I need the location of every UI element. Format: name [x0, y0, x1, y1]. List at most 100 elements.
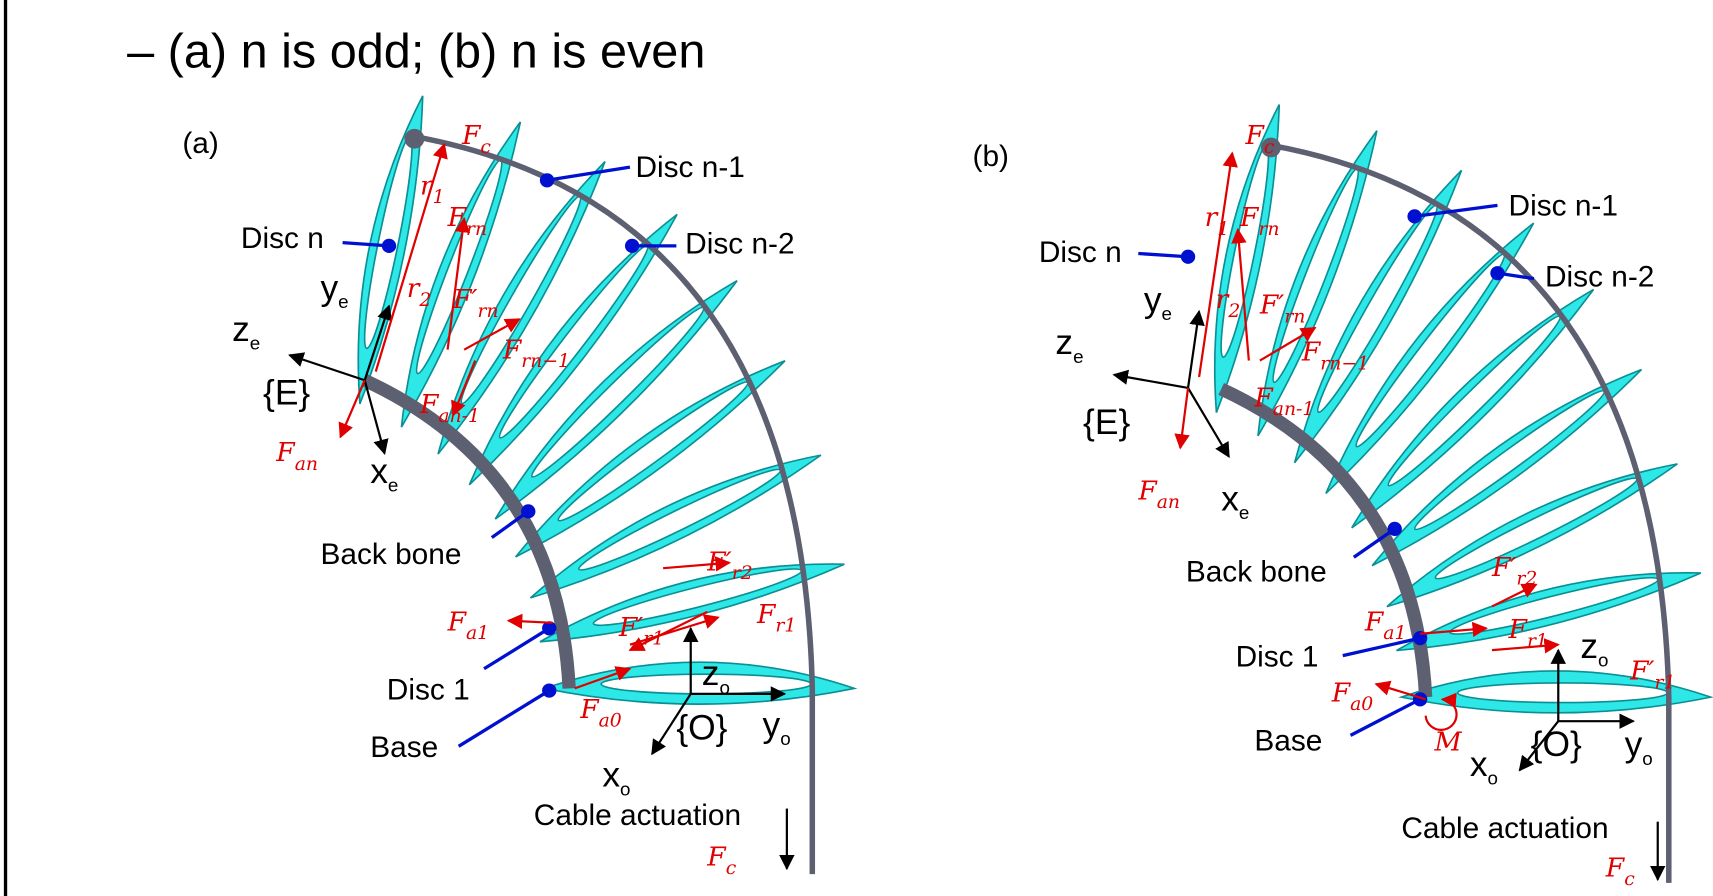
symbol-main: y [1625, 725, 1643, 764]
force-label: Fc [1605, 853, 1635, 890]
symbol-subscript: o [1598, 650, 1608, 671]
symbol-subscript: c [1264, 137, 1275, 158]
symbol-main: F [1364, 608, 1385, 638]
symbol-main: F [1605, 853, 1626, 883]
symbol-subscript: an [1157, 492, 1180, 513]
symbol-main: x [1470, 745, 1488, 784]
base-label: Base [1254, 725, 1322, 758]
symbol-subscript: o [620, 779, 630, 800]
symbol-main: F [447, 608, 468, 638]
symbol-main: F [502, 336, 523, 366]
symbol-subscript: e [338, 291, 348, 312]
symbol-subscript: c [480, 137, 491, 158]
force-label: r2 [407, 274, 432, 311]
frame-label: {O} [676, 709, 727, 748]
symbol-main: z [1055, 323, 1073, 362]
symbol-subscript: o [719, 677, 729, 698]
symbol-main: F [419, 390, 440, 420]
disc-label: Disc 1 [1236, 641, 1319, 674]
symbol-subscript: e [1162, 303, 1172, 324]
symbol-main: F′ [1259, 291, 1284, 321]
symbol-main: z [702, 654, 720, 693]
symbol-main: z [232, 310, 250, 349]
disc-label: Disc n-1 [635, 151, 744, 184]
symbol-main: F [1245, 121, 1266, 151]
symbol-subscript: rn−1 [1320, 353, 1369, 374]
symbol-main: x [370, 452, 388, 491]
force-label: Fa0 [1331, 679, 1374, 716]
force-label: Fa1 [1364, 608, 1407, 645]
panel-label: (b) [973, 140, 1009, 173]
disc-label: Disc n [1039, 236, 1122, 269]
disc-label: Disc n-2 [1545, 260, 1654, 293]
backbone-label: Back bone [1186, 555, 1327, 588]
symbol-subscript: rn [466, 219, 487, 240]
disc-label: Disc n-2 [685, 228, 794, 261]
symbol-subscript: an-1 [438, 406, 480, 427]
symbol-subscript: rn−1 [521, 351, 570, 372]
axis-label: xe [1221, 479, 1249, 523]
symbol-subscript: e [1239, 502, 1249, 523]
axis-label: ye [1144, 281, 1172, 325]
panel-label: (a) [182, 127, 218, 160]
symbol-main: F [706, 843, 727, 873]
symbol-subscript: a0 [1350, 694, 1373, 715]
symbol-subscript: o [780, 728, 790, 749]
cable-end [404, 129, 424, 149]
symbol-subscript: rn [1284, 306, 1305, 327]
symbol-main: y [1144, 281, 1162, 320]
force-label: Fa0 [579, 695, 622, 732]
disc-label: Disc 1 [387, 673, 470, 706]
slide: – (a) n is odd; (b) n is even (a) Disc n… [0, 0, 1713, 896]
force-label: r1 [1205, 203, 1230, 240]
axis-label: xe [370, 452, 398, 496]
symbol-main: F′ [618, 613, 643, 643]
axis-label: ye [320, 269, 348, 313]
symbol-main: F [1301, 338, 1322, 368]
force-label: Fan [1137, 476, 1180, 513]
force-label: r1 [420, 172, 445, 209]
symbol-main: F′ [452, 285, 477, 315]
symbol-subscript: 2 [1227, 301, 1240, 322]
symbol-main: F′ [1629, 657, 1654, 687]
symbol-main: F [1331, 679, 1352, 709]
symbol-subscript: a1 [466, 623, 489, 644]
symbol-subscript: rn [1258, 219, 1279, 240]
axis-label: yo [763, 706, 791, 750]
disc-label: Disc n [241, 222, 324, 255]
force-label: Fc [706, 843, 736, 880]
symbol-main: y [320, 269, 338, 308]
symbol-subscript: r1 [1527, 631, 1548, 652]
symbol-main: F [1253, 384, 1274, 414]
arm-drawing [1195, 100, 1711, 883]
symbol-main: x [602, 756, 620, 795]
frame-label: {O} [1531, 725, 1582, 764]
base-label: Base [370, 731, 438, 764]
force-label: Fan [275, 438, 318, 475]
force-label: Fr1 [756, 600, 796, 637]
axis-label: ze [232, 310, 260, 354]
symbol-subscript: e [1073, 346, 1083, 367]
axis-label: zo [1580, 627, 1608, 671]
symbol-subscript: c [1624, 869, 1635, 890]
symbol-subscript: r2 [732, 563, 753, 584]
disc-slot [1447, 570, 1660, 642]
symbol-main: F [756, 600, 777, 630]
symbol-main: F [275, 438, 296, 468]
symbol-main: F [461, 121, 482, 151]
symbol-main: x [1221, 479, 1239, 518]
subtitle: – (a) n is odd; (b) n is even [127, 25, 705, 79]
axis-label: yo [1625, 725, 1653, 769]
axis-label: xo [602, 756, 630, 800]
axis-label: xo [1470, 745, 1498, 789]
moment-label: M [1433, 728, 1462, 758]
symbol-main: F [579, 695, 600, 725]
symbol-subscript: r2 [1516, 569, 1537, 590]
symbol-subscript: r1 [643, 629, 664, 650]
force-label: F′r2 [1491, 553, 1537, 590]
disc-label: Disc n-1 [1509, 189, 1618, 222]
symbol-subscript: rn [478, 301, 499, 322]
cable-label: Cable actuation [534, 799, 741, 832]
symbol-subscript: 2 [418, 290, 431, 311]
symbol-main: z [1580, 627, 1598, 666]
